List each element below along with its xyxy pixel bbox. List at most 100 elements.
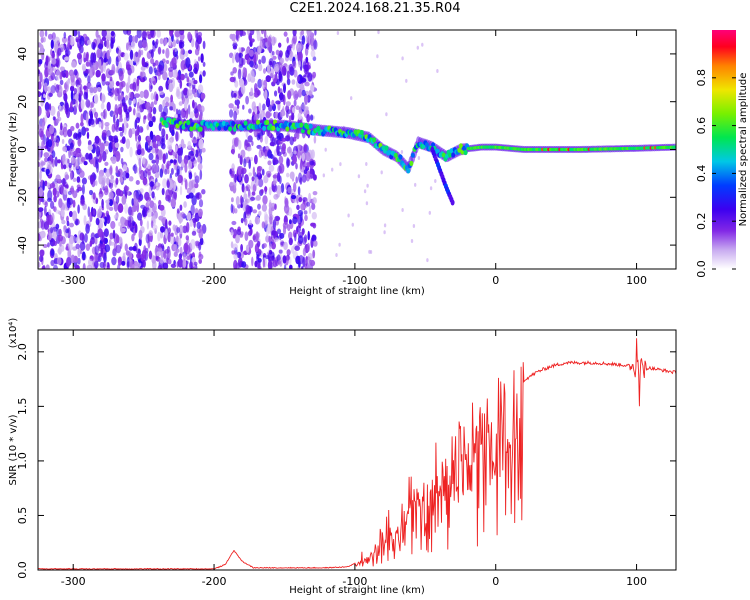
noise-speck — [87, 39, 92, 45]
noise-speck — [38, 233, 41, 242]
noise-speck — [79, 83, 83, 93]
noise-speck — [101, 198, 104, 209]
noise-speck — [291, 195, 297, 200]
noise-speck — [279, 232, 285, 239]
noise-speck — [151, 159, 156, 164]
noise-speck — [274, 203, 277, 210]
noise-speck — [244, 54, 250, 61]
noise-speck — [145, 233, 150, 244]
noise-speck — [62, 126, 68, 138]
noise-speck — [54, 156, 58, 167]
noise-speck — [301, 89, 306, 97]
noise-speck — [131, 205, 137, 213]
noise-speck — [256, 89, 261, 96]
noise-speck — [56, 118, 60, 124]
noise-speck — [180, 211, 185, 218]
noise-speck — [246, 146, 252, 152]
noise-speck — [383, 230, 386, 235]
noise-speck — [183, 143, 186, 149]
noise-speck — [184, 50, 189, 58]
noise-speck — [400, 150, 404, 154]
noise-speck — [141, 31, 147, 40]
noise-speck — [155, 93, 159, 102]
ridge-point — [254, 124, 259, 130]
noise-speck — [233, 137, 239, 148]
noise-speck — [52, 187, 57, 197]
noise-speck — [63, 31, 67, 39]
ridge-point — [243, 120, 248, 126]
noise-speck — [197, 31, 203, 38]
noise-speck — [108, 191, 114, 200]
noise-speck — [262, 103, 266, 111]
noise-speck — [263, 175, 269, 184]
noise-speck — [159, 257, 164, 264]
noise-speck — [324, 147, 327, 152]
noise-speck — [305, 151, 311, 162]
noise-speck — [150, 220, 154, 229]
noise-speck — [295, 163, 298, 170]
noise-speck — [138, 157, 142, 167]
noise-speck — [152, 202, 157, 213]
noise-speck — [233, 259, 238, 269]
ridge-point — [451, 152, 456, 158]
noise-speck — [129, 222, 133, 232]
y-tick-label: 1.0 — [16, 452, 29, 470]
noise-speck — [112, 229, 116, 239]
noise-speck — [97, 43, 104, 50]
noise-speck — [106, 101, 111, 112]
noise-speck — [89, 189, 93, 196]
noise-speck — [47, 139, 53, 148]
noise-speck — [87, 144, 93, 151]
noise-speck — [75, 243, 81, 250]
noise-speck — [198, 199, 204, 208]
noise-speck — [169, 106, 174, 111]
noise-speck — [306, 30, 312, 37]
noise-speck — [94, 260, 99, 269]
noise-speck — [194, 48, 200, 56]
noise-speck — [278, 71, 283, 82]
noise-speck — [63, 187, 68, 195]
noise-speck — [142, 39, 148, 49]
noise-speck — [254, 176, 259, 187]
noise-speck — [64, 49, 71, 57]
noise-speck — [77, 204, 80, 214]
noise-speck — [193, 63, 198, 70]
noise-speck — [164, 96, 170, 103]
noise-speck — [98, 193, 103, 200]
noise-speck — [197, 208, 203, 218]
colorbar-tick-label: 0.0 — [695, 260, 708, 278]
noise-speck — [289, 50, 293, 58]
noise-speck — [74, 153, 80, 158]
noise-speck — [135, 117, 141, 124]
noise-speck — [70, 125, 75, 132]
noise-speck — [101, 36, 107, 41]
noise-speck — [297, 235, 304, 245]
noise-speck — [50, 259, 55, 267]
noise-speck — [233, 93, 237, 98]
noise-speck — [84, 233, 88, 243]
noise-speck — [48, 209, 52, 216]
noise-speck — [90, 52, 95, 63]
noise-speck — [245, 95, 250, 105]
noise-speck — [136, 149, 142, 156]
noise-speck — [38, 128, 44, 138]
noise-speck — [133, 163, 137, 174]
noise-speck — [284, 135, 290, 142]
noise-speck — [115, 195, 120, 205]
snr-series-line — [38, 338, 676, 570]
noise-speck — [39, 72, 43, 83]
noise-speck — [281, 110, 286, 117]
noise-speck — [167, 138, 173, 147]
noise-speck — [303, 143, 308, 153]
noise-speck — [114, 142, 120, 148]
noise-speck — [201, 223, 207, 234]
noise-speck — [94, 245, 99, 255]
noise-speck — [56, 110, 61, 118]
noise-speck — [248, 159, 251, 170]
noise-speck — [269, 141, 275, 147]
noise-speck — [162, 71, 168, 81]
noise-speck — [135, 51, 139, 58]
noise-speck — [267, 149, 273, 159]
ridge-point — [393, 152, 398, 158]
noise-speck — [176, 227, 181, 234]
